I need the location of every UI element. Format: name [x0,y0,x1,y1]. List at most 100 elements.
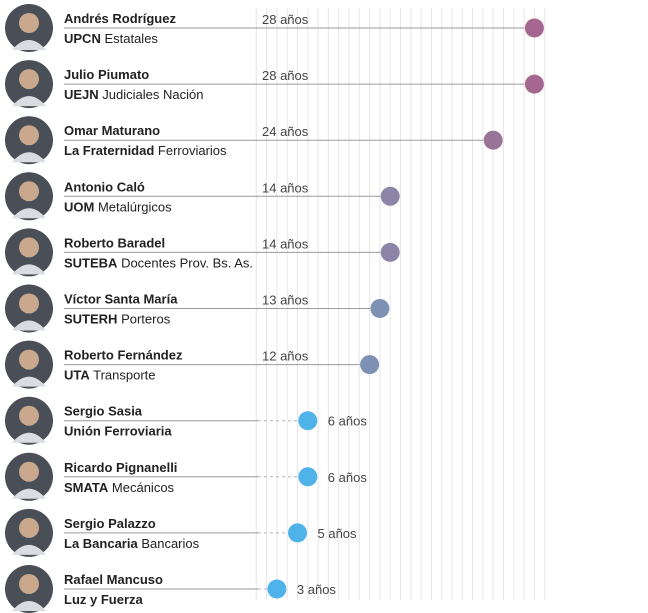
years-label: 13 años [262,293,309,308]
union-label: Unión Ferroviaria [64,424,172,439]
union-label: SUTERH Porteros [64,312,171,327]
row: Omar Maturano La Fraternidad Ferroviarios… [5,116,503,165]
tenure-dot [370,299,390,318]
tenure-dot [380,186,400,206]
avatar [5,228,53,277]
years-label: 12 años [262,349,309,364]
avatar-face [19,13,39,33]
avatar-body [12,320,46,331]
avatar-body [12,40,46,50]
avatar-body [12,544,46,555]
person-name: Omar Maturano [64,123,160,138]
years-label: 3 años [297,582,337,597]
sector-name: Porteros [117,312,170,327]
sector-name: Docentes Prov. Bs. As. [117,255,253,270]
avatar-face [19,293,39,314]
years-label: 6 años [328,470,368,485]
row: Antonio Caló UOM Metalúrgicos 14 años [5,172,400,221]
avatar [5,60,53,109]
years-label: 14 años [262,180,309,195]
row: Rafael Mancuso Luz y Fuerza 3 años [5,565,336,613]
union-name: SUTEBA [64,255,118,270]
union-label: UEJN Judiciales Nación [64,87,203,102]
person-name: Roberto Fernández [64,348,183,363]
union-name: Unión Ferroviaria [64,424,172,439]
union-name: La Fraternidad [64,143,154,158]
years-label: 5 años [318,526,358,541]
avatar-body [12,96,46,107]
avatar-body [12,208,46,219]
years-label: 28 años [262,12,309,27]
avatar [5,565,53,613]
row: Julio Piumato UEJN Judiciales Nación 28 añ… [5,60,544,109]
union-name: UPCN [64,31,101,46]
avatar-face [19,125,39,146]
union-name: UEJN [64,87,99,102]
avatar-body [12,152,46,163]
avatar-body [12,264,46,275]
avatar [5,172,53,221]
sector-name: Bancarios [138,536,200,551]
person-name: Sergio Palazzo [64,516,156,531]
row: Andrés Rodríguez UPCN Estatales 28 años [5,4,544,52]
union-label: La Fraternidad Ferroviarios [64,143,227,158]
chart-rows: Andrés Rodríguez UPCN Estatales 28 años Jul… [5,4,544,613]
union-label: SMATA Mecánicos [64,480,175,495]
avatar [5,284,53,333]
row: Sergio Sasia Unión Ferroviaria 6 años [5,396,367,445]
avatar-face [19,69,39,90]
avatar-body [12,376,46,387]
avatar-face [19,181,39,202]
row: Roberto Baradel SUTEBA Docentes Prov. Bs.… [5,228,400,277]
tenure-dot [524,18,544,38]
avatar-body [12,488,46,499]
tenure-dot [288,523,307,543]
avatar-face [19,237,39,258]
union-label: La Bancaria Bancarios [64,536,200,551]
union-label: UOM Metalúrgicos [64,199,172,214]
sector-name: Mecánicos [108,480,174,495]
person-name: Andrés Rodríguez [64,11,176,26]
tenure-dot [267,579,287,599]
union-label: SUTEBA Docentes Prov. Bs. As. [64,255,253,270]
union-label: UPCN Estatales [64,31,158,46]
sector-name: Transporte [90,368,156,383]
sector-name: Judiciales Nación [99,87,204,102]
avatar [5,340,53,389]
union-name: La Bancaria [64,536,138,551]
person-name: Roberto Baradel [64,235,165,250]
union-name: SUTERH [64,312,117,327]
tenure-dot [524,74,544,94]
avatar [5,4,53,52]
union-label: Luz y Fuerza [64,592,144,607]
person-name: Julio Piumato [64,67,149,82]
avatar-face [19,349,39,370]
person-name: Ricardo Pignanelli [64,460,177,475]
tenure-dot [360,355,380,375]
avatar [5,452,53,501]
avatar-face [19,517,39,538]
person-name: Sergio Sasia [64,404,143,419]
avatar [5,396,53,445]
years-label: 24 años [262,124,309,139]
union-label: UTA Transporte [64,368,156,383]
union-name: SMATA [64,480,109,495]
avatar [5,508,53,557]
union-name: Luz y Fuerza [64,592,144,607]
tenure-dot [380,242,400,262]
avatar-face [19,574,39,594]
union-name: UTA [64,368,90,383]
tenure-dot [298,467,318,487]
row: Víctor Santa María SUTERH Porteros 13 años [5,284,390,333]
avatar-body [12,432,46,443]
avatar-face [19,461,39,482]
sector-name: Estatales [101,31,159,46]
tenure-dot [483,130,503,150]
tenure-dot [298,411,318,431]
person-name: Víctor Santa María [64,292,178,307]
avatar-body [12,601,46,611]
person-name: Rafael Mancuso [64,572,163,587]
row: Roberto Fernández UTA Transporte 12 años [5,340,380,389]
avatar [5,116,53,165]
